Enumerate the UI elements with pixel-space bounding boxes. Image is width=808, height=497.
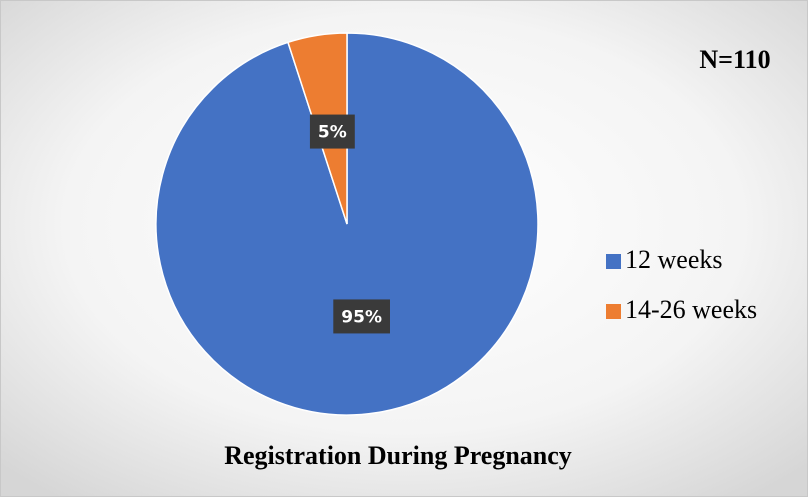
legend-swatch	[606, 254, 621, 269]
chart-title: Registration During Pregnancy	[224, 441, 572, 470]
data-label-box	[309, 114, 355, 149]
legend-swatch	[606, 304, 621, 319]
annotation: N=110	[699, 45, 770, 74]
data-label: 5%	[318, 123, 347, 143]
data-label: 95%	[341, 307, 382, 327]
legend-label: 14-26 weeks	[625, 295, 757, 324]
legend-label: 12 weeks	[625, 245, 722, 274]
data-label-box	[333, 299, 390, 334]
